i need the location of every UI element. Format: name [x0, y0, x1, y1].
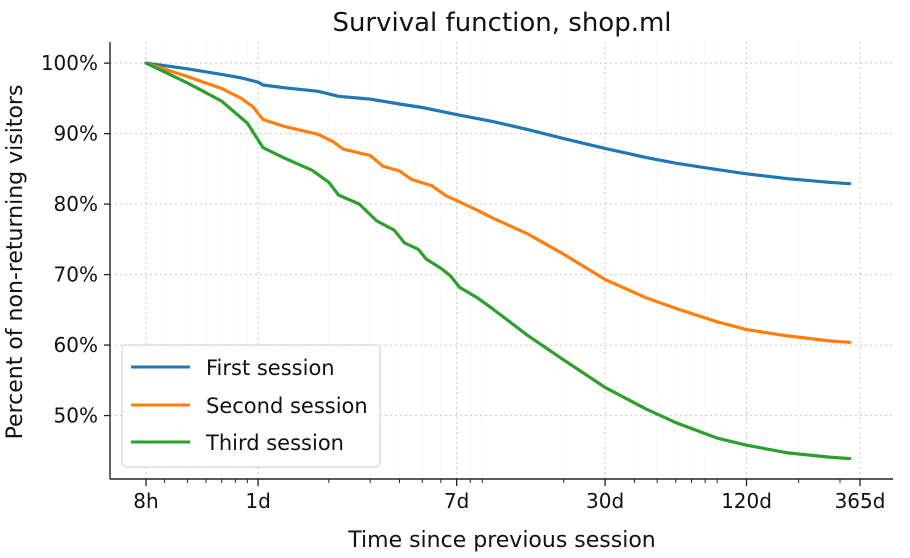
x-axis-label: Time since previous session	[347, 528, 655, 553]
x-tick-label: 365d	[835, 489, 886, 513]
x-tick-label: 30d	[586, 489, 624, 513]
y-tick-label: 90%	[54, 122, 98, 146]
y-tick-label: 100%	[41, 51, 98, 75]
y-axis-label: Percent of non-returning visitors	[3, 85, 28, 440]
y-tick-label: 60%	[54, 333, 98, 357]
legend-label-second-session: Second session	[206, 394, 368, 418]
legend-label-third-session: Third session	[205, 431, 344, 455]
x-tick-label: 8h	[133, 489, 158, 513]
y-tick-label: 50%	[54, 404, 98, 428]
axes	[109, 42, 893, 480]
series-line-third-session	[144, 61, 852, 461]
y-tick-label: 70%	[54, 263, 98, 287]
y-tick-label: 80%	[54, 192, 98, 216]
legend: First session Second session Third sessi…	[121, 344, 381, 468]
ticks: 50% 60% 70% 80% 90% 100% 8h 1d 7d 30d 120d 365d	[41, 51, 886, 513]
x-tick-label: 1d	[245, 489, 270, 513]
series-lines	[144, 61, 852, 461]
series-line-second-session	[144, 61, 852, 344]
x-tick-label: 7d	[444, 489, 469, 513]
series-line-first-session	[144, 61, 852, 186]
legend-box	[121, 344, 381, 468]
chart-title: Survival function, shop.ml	[332, 8, 671, 38]
x-tick-label: 120d	[721, 489, 772, 513]
legend-label-first-session: First session	[206, 356, 335, 380]
